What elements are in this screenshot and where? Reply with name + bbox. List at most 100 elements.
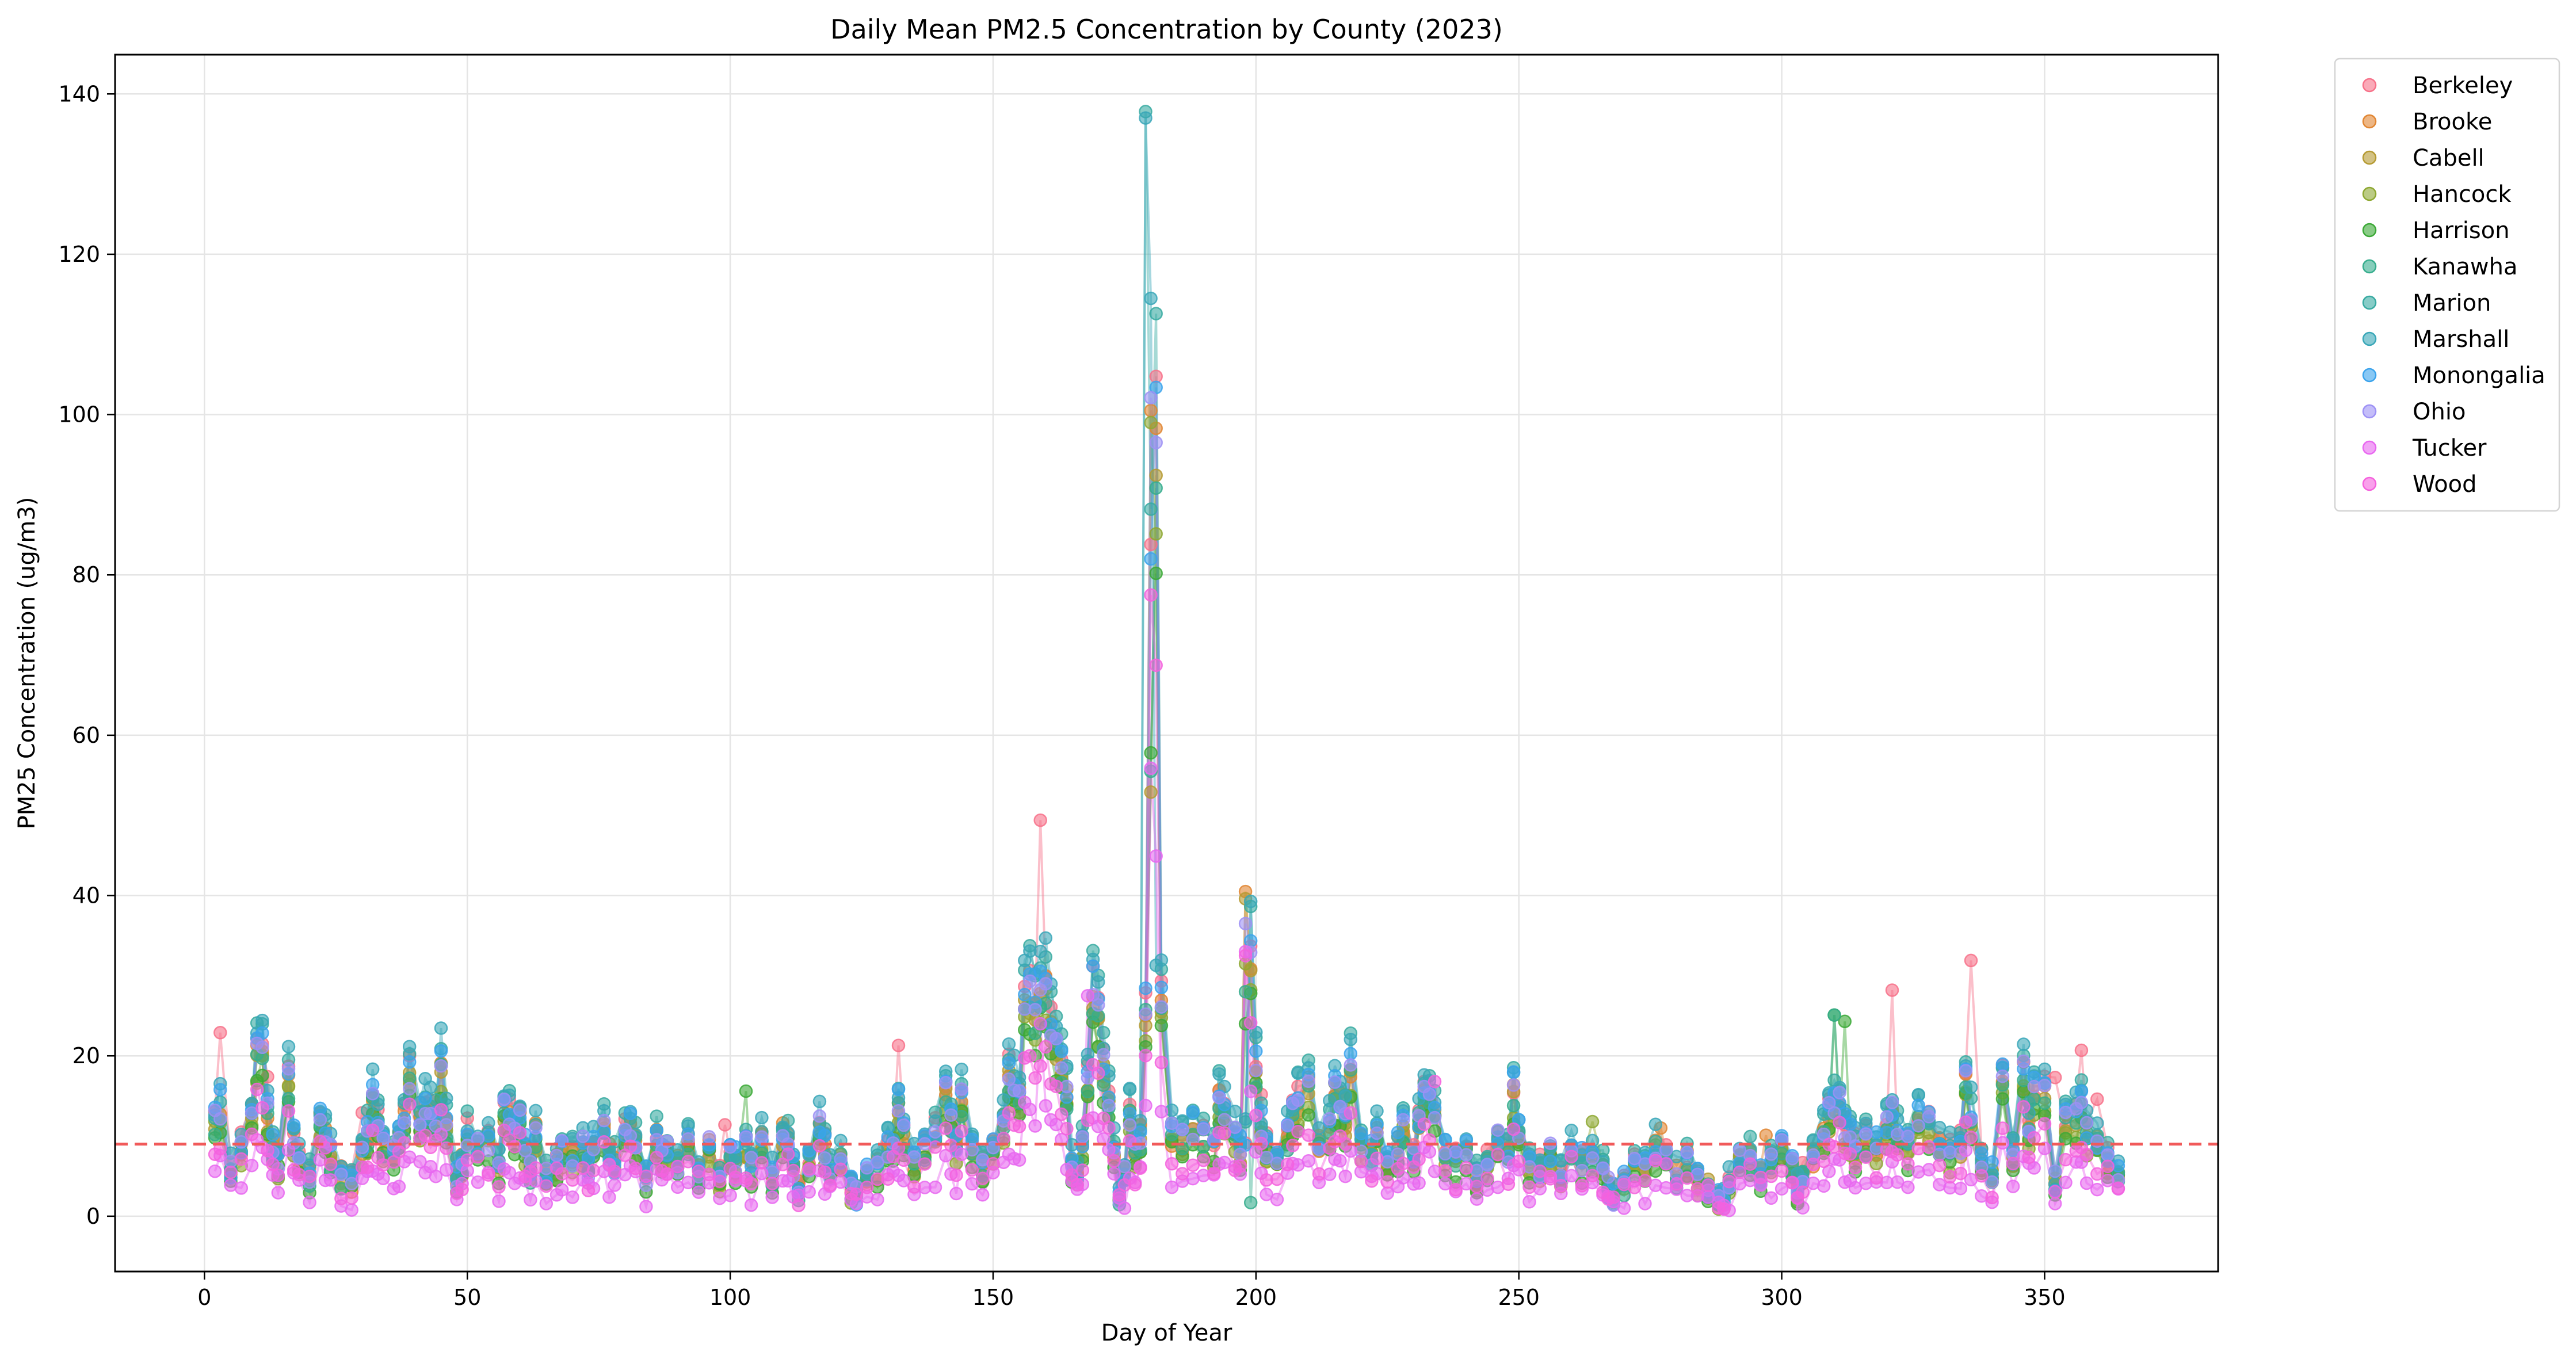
data-point: [812, 1109, 827, 1123]
data-point: [1039, 977, 1053, 991]
data-point: [1117, 1159, 1132, 1174]
data-point: [1149, 307, 1163, 320]
data-point: [1564, 1169, 1578, 1183]
data-point: [1055, 1132, 1068, 1147]
data-point: [1149, 481, 1163, 495]
data-point: [1585, 1151, 1600, 1165]
data-point: [2074, 1085, 2089, 1098]
x-axis-ticks: 0 50 100 150 200 250 300 350: [197, 1272, 2066, 1310]
legend-label: Marion: [2413, 290, 2491, 316]
legend: Berkeley Brooke Cabell Hancock Harrison Kanaw…: [2334, 58, 2560, 512]
legend-marker: [2362, 259, 2377, 274]
data-point: [2027, 1161, 2041, 1175]
data-point: [1506, 1122, 1521, 1136]
data-point: [955, 1147, 968, 1161]
data-point: [1302, 1128, 1315, 1142]
data-point: [2090, 1167, 2104, 1181]
data-point: [1959, 1064, 1973, 1078]
data-point: [507, 1140, 522, 1154]
data-point: [1827, 1008, 1841, 1022]
data-point: [1149, 468, 1163, 483]
x-tick-label: 200: [1235, 1285, 1277, 1310]
data-point: [1091, 998, 1105, 1012]
legend-label: Wood: [2413, 471, 2477, 498]
data-point: [955, 1124, 968, 1138]
data-point: [1218, 1113, 1231, 1127]
data-point: [2101, 1148, 2115, 1162]
data-point: [1023, 1049, 1037, 1063]
data-point: [1018, 988, 1032, 1002]
data-point: [975, 1188, 990, 1202]
data-point: [365, 1062, 380, 1076]
data-point: [313, 1101, 327, 1116]
data-point: [1149, 436, 1163, 450]
data-point: [402, 1040, 417, 1053]
data-point: [1859, 1127, 1873, 1141]
data-point: [1459, 1148, 1474, 1162]
data-point: [1291, 1093, 1305, 1107]
data-point: [834, 1162, 848, 1177]
data-point: [1123, 1118, 1137, 1132]
data-point: [2074, 1043, 2089, 1057]
data-point: [529, 1161, 543, 1175]
data-point: [360, 1160, 375, 1174]
data-point: [2017, 1100, 2031, 1114]
x-axis-label: Day of Year: [1101, 1320, 1232, 1346]
data-point: [896, 1174, 911, 1188]
data-point: [1149, 369, 1163, 384]
data-point: [702, 1167, 716, 1182]
data-point: [271, 1186, 285, 1200]
data-point: [639, 1169, 653, 1183]
data-point: [1959, 1143, 1973, 1158]
data-point: [1023, 1102, 1037, 1117]
data-point: [723, 1188, 737, 1202]
data-point: [455, 1182, 469, 1197]
data-point: [1470, 1179, 1484, 1194]
data-point: [539, 1197, 554, 1211]
legend-label: Marshall: [2413, 326, 2509, 353]
data-point: [213, 1026, 227, 1040]
data-point: [1975, 1147, 1989, 1160]
data-point: [1422, 1087, 1437, 1101]
data-point: [1243, 894, 1258, 908]
data-point: [2059, 1152, 2073, 1167]
data-point: [1391, 1125, 1405, 1139]
legend-marker: [2362, 186, 2377, 201]
data-point: [702, 1130, 716, 1144]
data-point: [1370, 1104, 1384, 1118]
data-point: [812, 1139, 827, 1153]
data-point: [376, 1171, 390, 1185]
data-point: [681, 1155, 695, 1169]
data-point: [524, 1193, 537, 1207]
data-point: [513, 1126, 527, 1140]
data-point: [434, 1021, 448, 1035]
data-point: [1212, 1067, 1226, 1081]
data-point: [303, 1169, 316, 1183]
legend-marker: [2362, 404, 2377, 419]
data-point: [1134, 1161, 1147, 1175]
data-point: [245, 1127, 259, 1141]
data-point: [1506, 1065, 1521, 1079]
data-point: [2101, 1159, 2115, 1173]
data-point: [1365, 1174, 1379, 1188]
data-point: [213, 1112, 227, 1126]
data-point: [255, 1068, 269, 1082]
data-point: [402, 1097, 417, 1111]
data-point: [650, 1151, 663, 1165]
legend-label: Monongalia: [2413, 362, 2546, 389]
legend-marker: [2362, 368, 2377, 383]
data-point: [1238, 984, 1253, 999]
data-point: [213, 1141, 227, 1156]
data-point: [2017, 1054, 2031, 1068]
legend-label: Brooke: [2413, 109, 2492, 135]
y-tick-label: 120: [58, 242, 100, 267]
data-point: [434, 1103, 448, 1117]
data-point: [2090, 1092, 2104, 1106]
data-point: [1880, 1110, 1894, 1124]
data-point: [1144, 785, 1158, 799]
data-point: [628, 1161, 643, 1175]
data-point: [1885, 983, 1899, 997]
legend-label: Kanawha: [2413, 254, 2517, 280]
data-point: [755, 1130, 769, 1144]
data-point: [744, 1198, 758, 1212]
